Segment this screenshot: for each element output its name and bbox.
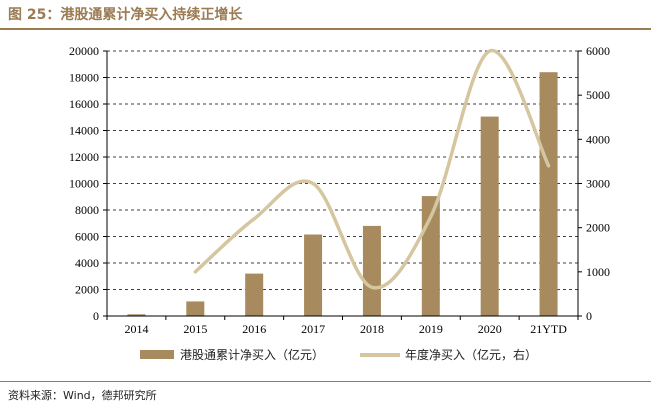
left-tick-label: 12000: [69, 150, 99, 164]
right-tick-label: 2000: [586, 221, 610, 235]
left-tick-label: 4000: [75, 256, 99, 270]
legend: 港股通累计净买入（亿元） 年度净买入（亿元，右）: [140, 347, 537, 362]
bar-2014: [127, 314, 146, 316]
axes: [103, 50, 582, 320]
bar-series: [127, 72, 558, 317]
title-divider: [0, 28, 651, 30]
left-axis-ticks: 0 2000 4000 6000 8000 10000 12000 14000 16000 180…: [69, 44, 99, 323]
x-axis-ticks: 2014 2015 2016 2017 2018 2019 2020 21YTD: [124, 322, 567, 336]
left-tick-label: 16000: [69, 97, 99, 111]
left-tick-label: 14000: [69, 124, 99, 138]
right-tick-label: 5000: [586, 88, 610, 102]
legend-label-line: 年度净买入（亿元，右）: [405, 347, 537, 362]
line-annual-net-buy: [193, 49, 551, 290]
figure-title: 图 25：港股通累计净买入持续正增长: [8, 7, 243, 23]
left-tick-label: 0: [93, 309, 99, 323]
footer-divider: [0, 381, 651, 382]
left-tick-label: 10000: [69, 177, 99, 191]
source-note: 资料来源：Wind，德邦研究所: [8, 389, 157, 402]
x-tick-label: 2018: [360, 322, 384, 336]
x-tick-label: 2015: [183, 322, 207, 336]
left-tick-label: 2000: [75, 283, 99, 297]
x-tick-label: 2014: [124, 322, 148, 336]
bar-21YTD: [539, 72, 558, 316]
bar-2016: [245, 273, 264, 316]
right-tick-label: 6000: [586, 44, 610, 58]
right-tick-label: 1000: [586, 265, 610, 279]
bar-2017: [304, 234, 323, 316]
left-tick-label: 8000: [75, 203, 99, 217]
right-axis-ticks: 0 1000 2000 3000 4000 5000 6000: [586, 44, 610, 323]
x-tick-label: 21YTD: [530, 322, 567, 336]
right-tick-label: 4000: [586, 132, 610, 146]
bar-2015: [186, 301, 205, 316]
right-tick-label: 3000: [586, 177, 610, 191]
x-tick-label: 2019: [419, 322, 443, 336]
line-series: [193, 49, 551, 290]
right-tick-label: 0: [586, 309, 592, 323]
x-tick-label: 2016: [242, 322, 266, 336]
left-tick-label: 6000: [75, 230, 99, 244]
x-tick-label: 2020: [478, 322, 502, 336]
x-tick-label: 2017: [301, 322, 325, 336]
bar-2020: [480, 116, 499, 317]
left-tick-label: 20000: [69, 44, 99, 58]
legend-swatch-bar: [140, 350, 174, 359]
combo-chart: 0200040006000800010000120001400016000180…: [69, 44, 610, 362]
left-tick-label: 18000: [69, 71, 99, 85]
legend-label-bar: 港股通累计净买入（亿元）: [180, 347, 324, 362]
bar-2018: [362, 225, 381, 316]
gridlines: [107, 50, 578, 290]
